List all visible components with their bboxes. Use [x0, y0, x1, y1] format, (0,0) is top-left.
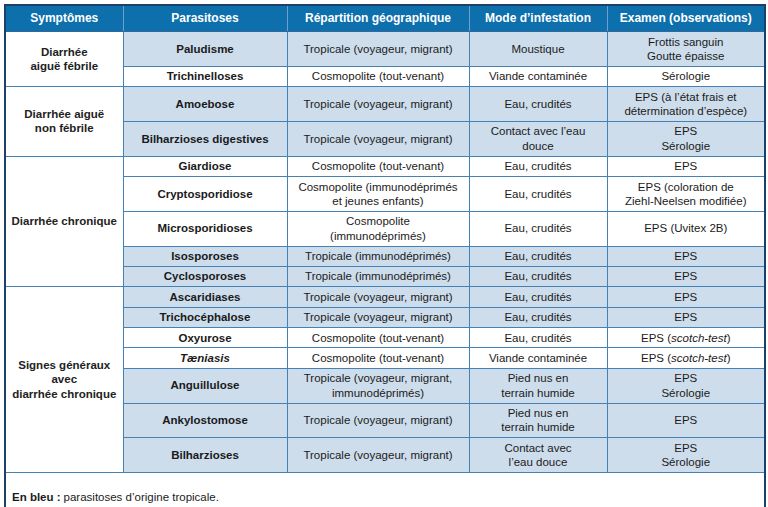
- table-body: Diarrhée aiguë fébrilePaludismeTropicale…: [5, 32, 765, 473]
- exam-observations-cell: EPS (scotch-test): [607, 328, 765, 348]
- parasitosis-name-cell: Tæniasis: [123, 348, 287, 368]
- column-header-symptoms: Symptômes: [5, 5, 123, 32]
- parasitosis-name-cell: Oxyurose: [123, 328, 287, 348]
- infestation-mode-cell: Eau, crudités: [469, 177, 607, 212]
- header-row: Symptômes Parasitoses Répartition géogra…: [5, 5, 765, 32]
- geographic-distribution-cell: Tropicale (immunodéprimés): [287, 246, 469, 266]
- etiology-table: Symptômes Parasitoses Répartition géogra…: [4, 4, 766, 507]
- exam-observations-cell: EPS Sérologie: [607, 368, 765, 403]
- infestation-mode-cell: Eau, crudités: [469, 211, 607, 246]
- column-header-infestation-mode: Mode d’infestation: [469, 5, 607, 32]
- symptom-group-cell: Signes généraux avec diarrhée chronique: [5, 287, 123, 473]
- parasitosis-name-cell: Ascaridiases: [123, 287, 287, 307]
- geographic-distribution-cell: Tropicale (voyageur, migrant, immunodépr…: [287, 368, 469, 403]
- parasitosis-name-cell: Amoebose: [123, 87, 287, 122]
- exam-observations-cell: EPS (à l’état frais et détermination d’e…: [607, 87, 765, 122]
- exam-observations-cell: EPS: [607, 287, 765, 307]
- exam-observations-cell: EPS (Uvitex 2B): [607, 211, 765, 246]
- infestation-mode-cell: Moustique: [469, 32, 607, 67]
- exam-observations-cell: EPS Sérologie: [607, 121, 765, 156]
- geographic-distribution-cell: Tropicale (immunodéprimés): [287, 266, 469, 286]
- exam-observations-cell: EPS (coloration de Ziehl-Neelsen modifié…: [607, 177, 765, 212]
- geographic-distribution-cell: Cosmopolite (tout-venant): [287, 156, 469, 176]
- legend-row: En bleu :parasitoses d’origine tropicale…: [5, 473, 765, 507]
- column-header-parasitoses: Parasitoses: [123, 5, 287, 32]
- infestation-mode-cell: Pied nus en terrain humide: [469, 403, 607, 438]
- parasitosis-name-cell: Isosporoses: [123, 246, 287, 266]
- parasitosis-name-cell: Bilharzioses digestives: [123, 121, 287, 156]
- exam-observations-cell: EPS Sérologie: [607, 438, 765, 473]
- geographic-distribution-cell: Tropicale (voyageur, migrant): [287, 287, 469, 307]
- table-row: Diarrhée chroniqueGiardioseCosmopolite (…: [5, 156, 765, 176]
- exam-observations-cell: Sérologie: [607, 66, 765, 86]
- parasitosis-name-cell: Cryptosporidiose: [123, 177, 287, 212]
- legend-text: parasitoses d’origine tropicale.: [64, 491, 219, 503]
- parasitosis-name-cell: Microsporidioses: [123, 211, 287, 246]
- geographic-distribution-cell: Cosmopolite (tout-venant): [287, 328, 469, 348]
- table-row: Diarrhée aiguë non fébrileAmoeboseTropic…: [5, 87, 765, 122]
- parasitosis-name-cell: Trichinelloses: [123, 66, 287, 86]
- column-header-exam-observations: Examen (observations): [607, 5, 765, 32]
- infestation-mode-cell: Eau, crudités: [469, 287, 607, 307]
- geographic-distribution-cell: Cosmopolite (immunodéprimés): [287, 211, 469, 246]
- infestation-mode-cell: Pied nus en terrain humide: [469, 368, 607, 403]
- parasitosis-name-cell: Trichocéphalose: [123, 307, 287, 327]
- legend-cell: En bleu :parasitoses d’origine tropicale…: [5, 473, 765, 507]
- exam-observations-cell: EPS: [607, 156, 765, 176]
- geographic-distribution-cell: Cosmopolite (immunodéprimés et jeunes en…: [287, 177, 469, 212]
- geographic-distribution-cell: Tropicale (voyageur, migrant): [287, 403, 469, 438]
- exam-observations-cell: EPS: [607, 403, 765, 438]
- infestation-mode-cell: Contact avec l’eau douce: [469, 121, 607, 156]
- geographic-distribution-cell: Tropicale (voyageur, migrant): [287, 121, 469, 156]
- infestation-mode-cell: Eau, crudités: [469, 246, 607, 266]
- geographic-distribution-cell: Tropicale (voyageur, migrant): [287, 32, 469, 67]
- infestation-mode-cell: Viande contaminée: [469, 66, 607, 86]
- geographic-distribution-cell: Cosmopolite (tout-venant): [287, 66, 469, 86]
- exam-observations-cell: EPS (scotch-test): [607, 348, 765, 368]
- table-row: Signes généraux avec diarrhée chroniqueA…: [5, 287, 765, 307]
- exam-observations-cell: EPS: [607, 246, 765, 266]
- symptom-group-cell: Diarrhée aiguë fébrile: [5, 32, 123, 87]
- parasitosis-name-cell: Paludisme: [123, 32, 287, 67]
- geographic-distribution-cell: Cosmopolite (tout-venant): [287, 348, 469, 368]
- infestation-mode-cell: Eau, crudités: [469, 87, 607, 122]
- infestation-mode-cell: Eau, crudités: [469, 328, 607, 348]
- table-figure: Symptômes Parasitoses Répartition géogra…: [0, 0, 768, 507]
- table-row: Diarrhée aiguë fébrilePaludismeTropicale…: [5, 32, 765, 67]
- exam-observations-cell: EPS: [607, 266, 765, 286]
- geographic-distribution-cell: Tropicale (voyageur, migrant): [287, 307, 469, 327]
- parasitosis-name-cell: Ankylostomose: [123, 403, 287, 438]
- infestation-mode-cell: Viande contaminée: [469, 348, 607, 368]
- infestation-mode-cell: Eau, crudités: [469, 156, 607, 176]
- geographic-distribution-cell: Tropicale (voyageur, migrant): [287, 438, 469, 473]
- infestation-mode-cell: Contact avec l’eau douce: [469, 438, 607, 473]
- parasitosis-name-cell: Giardiose: [123, 156, 287, 176]
- parasitosis-name-cell: Cyclosporoses: [123, 266, 287, 286]
- parasitosis-name-cell: Bilharzioses: [123, 438, 287, 473]
- exam-observations-cell: EPS: [607, 307, 765, 327]
- symptom-group-cell: Diarrhée aiguë non fébrile: [5, 87, 123, 157]
- geographic-distribution-cell: Tropicale (voyageur, migrant): [287, 87, 469, 122]
- symptom-group-cell: Diarrhée chronique: [5, 156, 123, 287]
- column-header-geographic-distribution: Répartition géographique: [287, 5, 469, 32]
- infestation-mode-cell: Eau, crudités: [469, 266, 607, 286]
- infestation-mode-cell: Eau, crudités: [469, 307, 607, 327]
- exam-observations-cell: Frottis sanguin Goutte épaisse: [607, 32, 765, 67]
- legend-label: En bleu :: [12, 491, 61, 503]
- parasitosis-name-cell: Anguillulose: [123, 368, 287, 403]
